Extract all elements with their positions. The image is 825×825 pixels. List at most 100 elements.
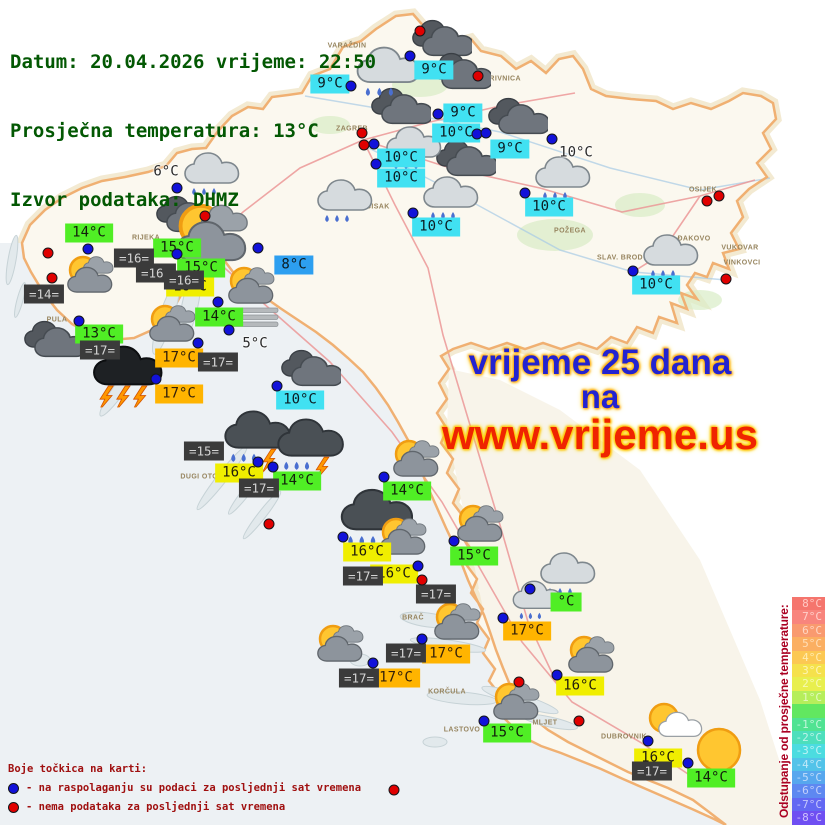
sun-cloud-icon bbox=[317, 624, 364, 662]
station-dot-blue bbox=[73, 315, 85, 327]
temp-label: 15°C bbox=[450, 546, 498, 566]
temp-label: =17= bbox=[79, 340, 121, 360]
map-city-label: SISAK bbox=[366, 203, 390, 211]
temp-label: 15°C bbox=[153, 238, 201, 258]
temp-label: 10°C bbox=[559, 144, 593, 161]
sun-cloud-icon bbox=[67, 255, 114, 293]
temp-label: 10°C bbox=[412, 217, 460, 237]
station-dot-blue bbox=[480, 127, 492, 139]
scale-band: 5°C bbox=[792, 637, 825, 651]
dark-cloud-icon bbox=[436, 139, 496, 177]
scale-band: 8°C bbox=[792, 597, 825, 611]
station-dot-red bbox=[573, 715, 585, 727]
temp-label: 5°C bbox=[242, 335, 268, 352]
sun-cloud-icon bbox=[493, 682, 540, 720]
temp-label: 6°C bbox=[153, 163, 179, 180]
blue-dot-icon bbox=[8, 783, 19, 794]
temp-label: 14°C bbox=[383, 481, 431, 501]
temp-label: =16= bbox=[163, 270, 205, 290]
station-dot-red bbox=[356, 127, 368, 139]
temp-label: 16°C bbox=[215, 463, 263, 483]
scale-band: 3°C bbox=[792, 663, 825, 678]
temp-label: 10°C bbox=[632, 275, 680, 295]
station-dot-blue bbox=[212, 296, 224, 308]
temp-label: =15= bbox=[183, 441, 225, 461]
temp-label: =14= bbox=[23, 284, 65, 304]
temp-label: 8°C bbox=[274, 255, 314, 275]
map-city-label: MLJET bbox=[532, 719, 558, 727]
temp-label: 9°C bbox=[310, 74, 350, 94]
station-dot-red bbox=[46, 272, 58, 284]
scale-band bbox=[792, 704, 825, 718]
temp-label: 15°C bbox=[483, 723, 531, 743]
average-temperature-line: Prosječna temperatura: 13°C bbox=[10, 120, 319, 142]
scale-band: -1°C bbox=[792, 717, 825, 731]
storm-rain-icon bbox=[277, 418, 344, 481]
station-dot-red bbox=[513, 676, 525, 688]
dark-cloud-icon bbox=[24, 320, 84, 358]
scale-band: -2°C bbox=[792, 730, 825, 745]
temp-label: 16°C bbox=[343, 542, 391, 562]
temp-label: 9°C bbox=[443, 103, 483, 123]
map-city-label: VARAŽDIN bbox=[327, 42, 367, 50]
temp-label: =17= bbox=[415, 584, 457, 604]
scale-band: 1°C bbox=[792, 690, 825, 705]
map-city-label: VINKOVCI bbox=[723, 259, 761, 267]
legend-item-available: - na raspolaganju su podaci za posljednj… bbox=[8, 779, 361, 798]
scale-band: 7°C bbox=[792, 610, 825, 624]
map-city-label: SLAV. BROD bbox=[596, 254, 644, 262]
data-source-line: Izvor podataka: DHMZ bbox=[10, 189, 239, 211]
station-dot-blue bbox=[546, 133, 558, 145]
dark-cloud-icon bbox=[371, 87, 431, 125]
station-dot-red bbox=[42, 247, 54, 259]
temp-label: 10°C bbox=[432, 123, 480, 143]
map-city-label: OSIJEK bbox=[688, 186, 718, 194]
map-city-label: KOPRIVNICA bbox=[473, 75, 521, 83]
temp-label: 10°C bbox=[525, 197, 573, 217]
date-time-line: Datum: 20.04.2026 vrijeme: 22:50 bbox=[10, 51, 377, 73]
sun-cloud-icon bbox=[568, 635, 615, 673]
legend-item-label: - nema podataka za posljednji sat vremen… bbox=[26, 801, 286, 813]
station-dot-blue bbox=[404, 50, 416, 62]
sun-cloud-icon bbox=[176, 203, 248, 262]
fog-icon bbox=[231, 307, 279, 327]
station-dot-blue bbox=[432, 108, 444, 120]
scale-band: 6°C bbox=[792, 623, 825, 638]
scale-band: -5°C bbox=[792, 771, 825, 785]
temp-label: 17°C bbox=[422, 644, 470, 664]
station-dot-blue bbox=[519, 187, 531, 199]
red-dot-icon bbox=[8, 802, 19, 813]
station-dot-blue bbox=[627, 265, 639, 277]
dark-cloud-icon bbox=[281, 349, 341, 387]
station-dot-blue bbox=[252, 242, 264, 254]
sun-cloud-icon bbox=[434, 602, 481, 640]
temp-label: 14°C bbox=[195, 307, 243, 327]
station-dot-blue bbox=[367, 657, 379, 669]
temp-label: °C bbox=[550, 592, 582, 612]
temp-label: =17= bbox=[238, 478, 280, 498]
station-dot-blue bbox=[271, 380, 283, 392]
station-dot-red bbox=[720, 273, 732, 285]
scale-band: -7°C bbox=[792, 797, 825, 812]
temp-label: =16= bbox=[113, 248, 155, 268]
temp-label: 10°C bbox=[377, 148, 425, 168]
temp-label: 10°C bbox=[276, 390, 324, 410]
sun-cloud-icon bbox=[393, 439, 440, 477]
rain-cloud-icon bbox=[317, 179, 373, 222]
rain-cloud-icon bbox=[643, 234, 699, 277]
temp-label: 17°C bbox=[155, 384, 203, 404]
rain-cloud-icon bbox=[184, 152, 240, 195]
forest-patches bbox=[310, 73, 722, 310]
station-dot-red bbox=[388, 784, 400, 796]
station-dot-blue bbox=[171, 248, 183, 260]
station-dot-blue bbox=[192, 337, 204, 349]
legend-title: Boje točkica na karti: bbox=[8, 763, 148, 775]
temp-label: 14°C bbox=[273, 471, 321, 491]
station-dot-blue bbox=[82, 243, 94, 255]
station-dot-blue bbox=[642, 735, 654, 747]
temp-label: 16°C bbox=[556, 676, 604, 696]
map-city-label: POŽEGA bbox=[554, 227, 586, 235]
rain-cloud-icon bbox=[423, 176, 479, 219]
dark-cloud-icon bbox=[488, 97, 548, 135]
